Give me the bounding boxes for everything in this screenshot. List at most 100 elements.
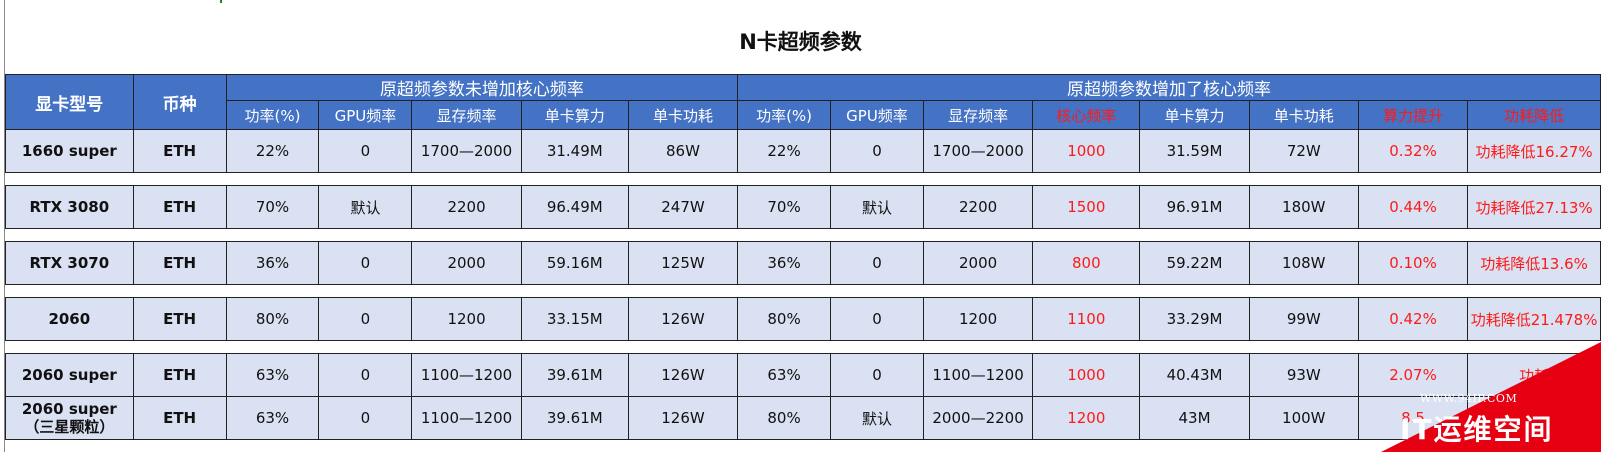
cell-a-mem: 1100—1200 <box>922 353 1034 397</box>
cell-o-gpu: 默认 <box>318 185 413 229</box>
cell-o-gpu: 0 <box>318 297 413 341</box>
cell-a-mem: 2200 <box>922 185 1034 229</box>
header-o-mem: 显存频率 <box>411 100 522 130</box>
cell-a-hash: 43M <box>1139 396 1250 440</box>
cell-o-watt: 126W <box>627 396 739 440</box>
cell-coin: ETH <box>132 396 227 440</box>
cell-o-watt: 247W <box>627 185 739 229</box>
cell-a-power: 80% <box>737 396 832 440</box>
cell-a-mem: 2000—2200 <box>922 396 1034 440</box>
table-row: 1660 super ETH 22% 0 1700—2000 31.49M 86… <box>5 129 1601 173</box>
header-a-hash: 单卡算力 <box>1139 100 1250 130</box>
cell-o-power: 63% <box>225 353 320 397</box>
header-a-reduce: 功耗降低 <box>1467 100 1601 130</box>
model-note: （三星颗粒） <box>24 418 115 436</box>
cell-coin: ETH <box>132 129 227 173</box>
cell-a-core: 1200 <box>1032 396 1141 440</box>
cell-o-power: 80% <box>225 297 320 341</box>
table-row: 2060 super ETH 63% 0 1100—1200 39.61M 12… <box>5 353 1601 397</box>
cell-a-gain: 0.42% <box>1357 297 1469 341</box>
cell-a-power: 36% <box>737 241 832 285</box>
row-gap <box>5 340 1601 354</box>
cell-a-power: 63% <box>737 353 832 397</box>
cell-coin: ETH <box>132 353 227 397</box>
cell-model: 2060 super （三星颗粒） <box>5 396 134 440</box>
header-o-gpu: GPU频率 <box>318 100 413 130</box>
cell-o-hash: 96.49M <box>520 185 629 229</box>
cell-o-hash: 31.49M <box>520 129 629 173</box>
cell-a-gpu: 0 <box>830 353 924 397</box>
cell-o-gpu: 0 <box>318 353 413 397</box>
page-title: N卡超频参数 <box>739 30 862 54</box>
header-o-watt: 单卡功耗 <box>627 100 739 130</box>
header-a-mem: 显存频率 <box>922 100 1034 130</box>
cell-o-hash: 33.15M <box>520 297 629 341</box>
cell-model: RTX 3070 <box>5 241 134 285</box>
cell-a-watt: 100W <box>1248 396 1359 440</box>
cell-o-mem: 2200 <box>411 185 522 229</box>
row-gap <box>5 228 1601 242</box>
cell-model: 1660 super <box>5 129 134 173</box>
cell-a-gain: 0.10% <box>1357 241 1469 285</box>
header-model: 显卡型号 <box>5 74 134 130</box>
cell-a-gpu: 0 <box>830 129 924 173</box>
cell-model: RTX 3080 <box>5 185 134 229</box>
cell-o-hash: 39.61M <box>520 353 629 397</box>
cell-a-gain: 2.07% <box>1357 353 1469 397</box>
cell-a-core: 800 <box>1032 241 1141 285</box>
cell-o-mem: 1200 <box>411 297 522 341</box>
cell-a-mem: 1200 <box>922 297 1034 341</box>
watermark-url: WWW.94IP.COM <box>1420 392 1518 405</box>
cell-a-gpu: 默认 <box>830 185 924 229</box>
cell-a-mem: 2000 <box>922 241 1034 285</box>
header-coin: 币种 <box>132 74 227 130</box>
cell-a-hash: 40.43M <box>1139 353 1250 397</box>
cell-a-reduce: 功耗 <box>1467 353 1601 397</box>
header-o-power: 功率(%) <box>225 100 320 130</box>
header-a-gain: 算力提升 <box>1357 100 1469 130</box>
cell-o-power: 36% <box>225 241 320 285</box>
sheet-frame <box>4 0 1601 452</box>
cell-a-watt: 93W <box>1248 353 1359 397</box>
cell-a-watt: 72W <box>1248 129 1359 173</box>
cell-coin: ETH <box>132 185 227 229</box>
row-gap <box>5 172 1601 186</box>
header-a-watt: 单卡功耗 <box>1248 100 1359 130</box>
cell-a-core: 1100 <box>1032 297 1141 341</box>
cell-a-gain: 0.44% <box>1357 185 1469 229</box>
cell-o-gpu: 0 <box>318 129 413 173</box>
cell-a-power: 80% <box>737 297 832 341</box>
cell-a-core: 1000 <box>1032 129 1141 173</box>
cell-o-hash: 39.61M <box>520 396 629 440</box>
cell-a-mem: 1700—2000 <box>922 129 1034 173</box>
cell-a-gpu: 0 <box>830 241 924 285</box>
cell-a-hash: 31.59M <box>1139 129 1250 173</box>
cell-a-watt: 108W <box>1248 241 1359 285</box>
cell-o-watt: 86W <box>627 129 739 173</box>
watermark-brand: IT运维空间 <box>1400 413 1554 446</box>
cell-a-reduce: 功耗降低13.6% <box>1467 241 1601 285</box>
row-gap <box>5 284 1601 298</box>
cell-a-core: 1000 <box>1032 353 1141 397</box>
table-row: RTX 3070 ETH 36% 0 2000 59.16M 125W 36% … <box>5 241 1601 285</box>
cell-model: 2060 super <box>5 353 134 397</box>
overclock-table: 显卡型号 币种 原超频参数未增加核心频率 原超频参数增加了核心频率 功率(%) … <box>5 74 1601 440</box>
cell-o-gpu: 0 <box>318 241 413 285</box>
cell-o-watt: 126W <box>627 353 739 397</box>
cell-a-hash: 96.91M <box>1139 185 1250 229</box>
cell-a-hash: 33.29M <box>1139 297 1250 341</box>
cell-o-power: 70% <box>225 185 320 229</box>
table-row: 2060 super （三星颗粒） ETH 63% 0 1100—1200 39… <box>5 396 1601 440</box>
cell-a-hash: 59.22M <box>1139 241 1250 285</box>
cell-a-gain: 0.32% <box>1357 129 1469 173</box>
cell-a-reduce: 功耗降低16.27% <box>1467 129 1601 173</box>
cell-cursor-mark <box>220 0 222 3</box>
cell-coin: ETH <box>132 241 227 285</box>
cell-o-hash: 59.16M <box>520 241 629 285</box>
cell-coin: ETH <box>132 297 227 341</box>
cell-model: 2060 <box>5 297 134 341</box>
cell-o-gpu: 0 <box>318 396 413 440</box>
cell-o-power: 63% <box>225 396 320 440</box>
cell-a-core: 1500 <box>1032 185 1141 229</box>
cell-a-gpu: 0 <box>830 297 924 341</box>
